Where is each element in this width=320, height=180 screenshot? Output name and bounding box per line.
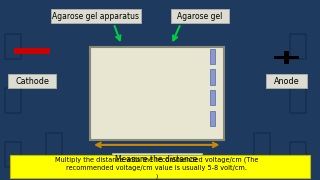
Bar xyxy=(210,111,215,126)
Bar xyxy=(14,48,50,54)
Bar xyxy=(5,34,21,59)
Bar xyxy=(51,10,141,23)
Bar xyxy=(112,153,202,166)
Bar xyxy=(171,10,229,23)
Bar xyxy=(290,88,306,113)
Text: Cathode: Cathode xyxy=(15,76,49,86)
Bar xyxy=(10,155,310,178)
Text: ): ) xyxy=(156,174,158,179)
Text: Agarose gel apparatus: Agarose gel apparatus xyxy=(52,12,140,21)
Bar xyxy=(210,69,215,85)
Text: Multiply the distance with the recommended voltage/cm (The: Multiply the distance with the recommend… xyxy=(55,156,259,163)
Text: Agarose gel: Agarose gel xyxy=(177,12,223,21)
Text: recommended voltage/cm value is usually 5-8 volt/cm.: recommended voltage/cm value is usually … xyxy=(66,165,247,171)
Bar xyxy=(8,74,56,88)
Text: Anode: Anode xyxy=(274,76,299,86)
Bar xyxy=(5,142,21,167)
Bar xyxy=(210,90,215,105)
Bar xyxy=(290,34,306,59)
Bar xyxy=(290,142,306,167)
Bar xyxy=(284,51,289,64)
Bar xyxy=(274,56,299,59)
Bar xyxy=(5,88,21,113)
Bar xyxy=(266,74,307,88)
Bar xyxy=(254,133,270,158)
Bar xyxy=(210,49,215,64)
Text: Measure the distance: Measure the distance xyxy=(116,155,198,164)
Bar xyxy=(90,47,224,140)
Bar xyxy=(46,133,62,158)
